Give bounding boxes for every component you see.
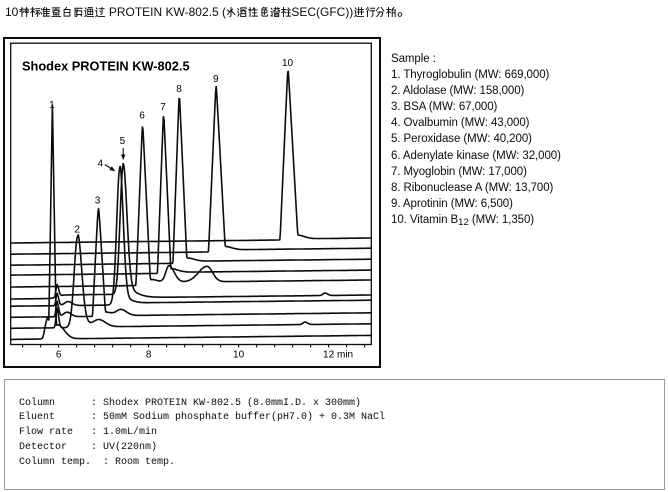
svg-text:8: 8 bbox=[176, 84, 182, 95]
svg-text:min: min bbox=[337, 350, 353, 361]
svg-text:5: 5 bbox=[120, 136, 126, 147]
svg-text:Shodex PROTEIN KW-802.5: Shodex PROTEIN KW-802.5 bbox=[22, 59, 190, 74]
svg-text:6: 6 bbox=[56, 350, 62, 361]
svg-text:9: 9 bbox=[213, 74, 219, 85]
svg-text:3: 3 bbox=[95, 196, 101, 207]
svg-text:8: 8 bbox=[146, 350, 152, 361]
svg-text:12: 12 bbox=[323, 350, 335, 361]
svg-text:1: 1 bbox=[49, 100, 55, 111]
svg-text:10: 10 bbox=[282, 58, 294, 69]
svg-text:2: 2 bbox=[74, 225, 80, 236]
svg-text:7: 7 bbox=[160, 102, 166, 113]
svg-text:4: 4 bbox=[98, 159, 104, 170]
svg-text:10: 10 bbox=[233, 350, 245, 361]
svg-text:6: 6 bbox=[139, 111, 145, 122]
